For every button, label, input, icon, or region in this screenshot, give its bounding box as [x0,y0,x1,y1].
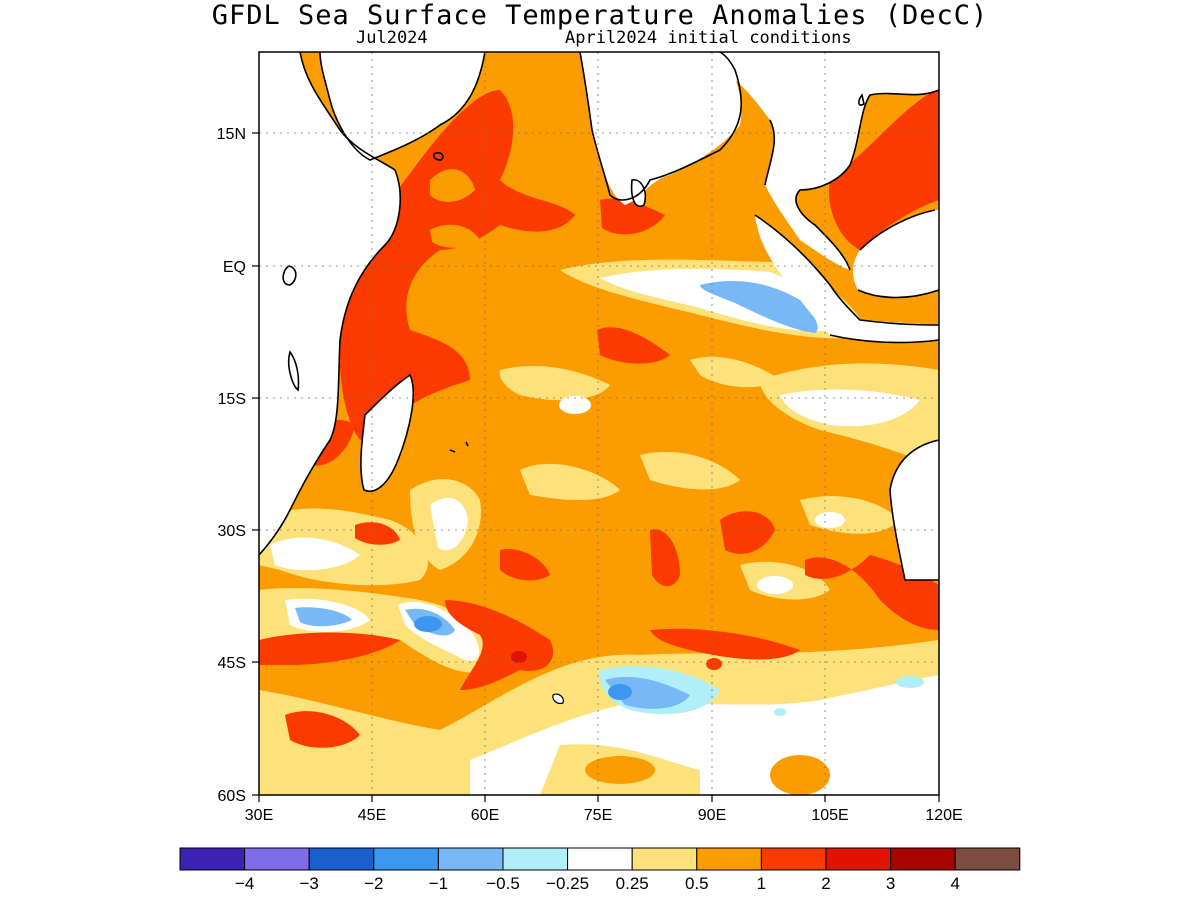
lon-label: 45E [358,807,386,824]
colorbar-label: −0.5 [486,874,520,893]
colorbar-swatch [760,847,827,871]
colorbar-label: −0.25 [546,874,589,893]
lon-label: 30E [245,807,273,824]
colorbar-label: 3 [886,874,895,893]
colorbar-label: 0.5 [685,874,709,893]
colorbar-label: −1 [429,874,448,893]
lat-label: 15N [217,126,246,143]
colorbar-swatch [179,847,246,871]
initial-conditions-label: April2024 initial conditions [565,28,852,48]
lon-label: 75E [584,807,612,824]
tick-marks [252,132,940,802]
latitude-labels: 15N EQ 15S 30S 45S 60S [217,126,246,805]
lat-label: EQ [223,259,246,276]
colorbar-swatch [696,847,762,871]
colorbar-label: 0.25 [616,874,649,893]
anomaly-field [259,52,939,795]
lon-label: 120E [925,807,962,824]
colorbar-label: 2 [821,874,830,893]
colorbar-label: −4 [235,874,254,893]
forecast-month: Jul2024 [356,28,428,48]
colorbar-swatch [954,847,1021,871]
colorbar-swatch [502,847,569,871]
colorbar-swatch [631,847,698,871]
map-title: GFDL Sea Surface Temperature Anomalies (… [211,0,989,31]
colorbar-swatch [244,847,310,871]
lon-label: 105E [811,807,848,824]
lat-label: 45S [218,655,246,672]
colorbar-swatch [373,847,439,871]
colorbar-label: −2 [364,874,383,893]
lat-label: 15S [218,391,246,408]
colorbar-swatch [567,847,633,871]
lon-label: 90E [698,807,726,824]
plot-frame [258,51,940,796]
lat-label: 60S [218,788,246,805]
colorbar-swatch [890,847,956,871]
coastlines [259,52,939,581]
colorbar: −4 −3 −2 −1 −0.5 −0.25 0.25 0.5 1 2 3 4 [179,847,1021,893]
longitude-labels: 30E 45E 60E 75E 90E 105E 120E [245,807,963,824]
grid [259,52,939,795]
colorbar-swatch [437,847,504,871]
colorbar-swatch [825,847,892,871]
lon-label: 60E [471,807,499,824]
colorbar-label: 4 [950,874,959,893]
colorbar-label: −3 [300,874,319,893]
colorbar-swatch [308,847,375,871]
colorbar-label: 1 [757,874,766,893]
lat-label: 30S [218,523,246,540]
